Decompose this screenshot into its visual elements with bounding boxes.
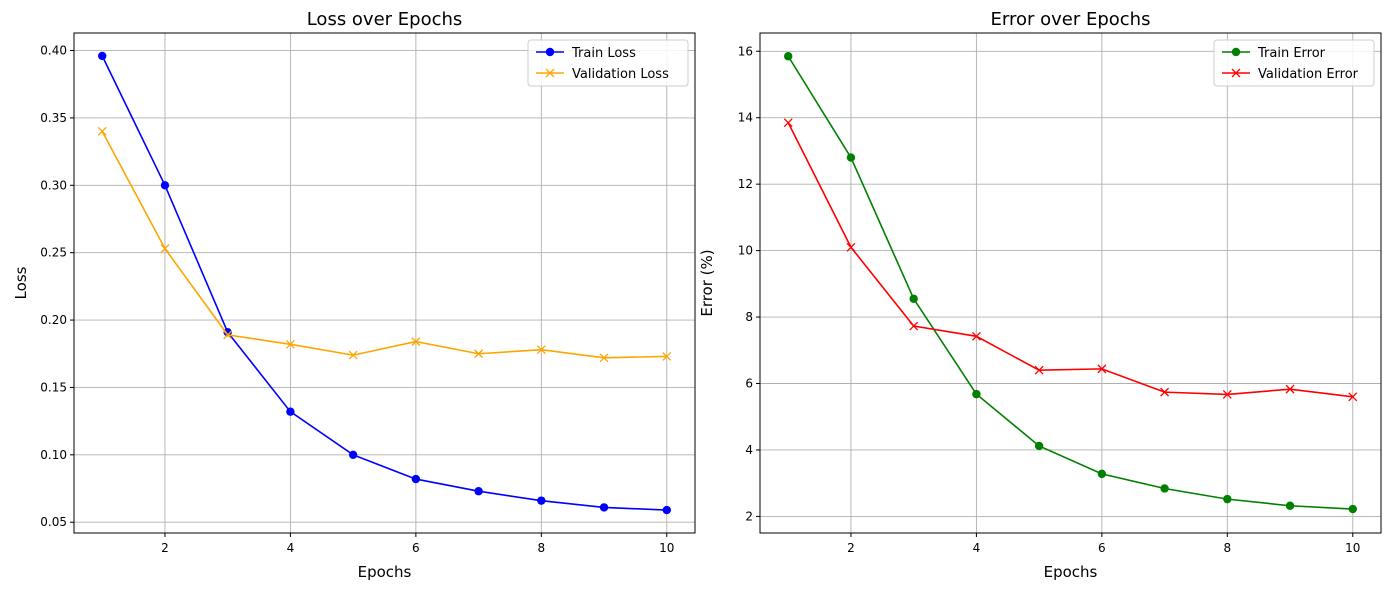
data-point <box>1097 364 1107 374</box>
x-axis-label: Epochs <box>1044 563 1098 581</box>
plot-frame <box>759 32 1382 534</box>
data-point <box>474 349 484 359</box>
series-line-1 <box>101 55 667 511</box>
y-tick-label: 0.25 <box>40 246 67 260</box>
y-axis-label: Error (%) <box>698 249 716 316</box>
legend-swatch-marker <box>545 47 555 57</box>
y-tick-label: 0.15 <box>40 380 67 394</box>
legend-swatch-marker <box>1231 47 1241 57</box>
x-tick-label: 10 <box>659 541 674 555</box>
series-line-2 <box>101 131 667 359</box>
legend-swatch-marker <box>1231 68 1241 78</box>
x-tick-label: 8 <box>537 541 545 555</box>
y-tick-label: 2 <box>745 509 753 523</box>
y-tick-label: 0.10 <box>40 448 67 462</box>
data-point <box>160 244 170 254</box>
data-point <box>536 345 546 355</box>
chart-title: Loss over Epochs <box>307 9 463 30</box>
chart-title: Error over Epochs <box>991 9 1151 30</box>
plot-area <box>74 33 695 533</box>
data-point <box>599 503 609 512</box>
y-axis-label: Loss <box>12 266 30 299</box>
data-point <box>1285 384 1295 394</box>
y-tick-label: 0.20 <box>40 313 67 327</box>
data-point <box>1222 390 1232 399</box>
x-tick-label: 10 <box>1345 541 1360 555</box>
y-tick-label: 0.05 <box>40 515 67 529</box>
data-point <box>971 331 981 341</box>
y-tick-label: 8 <box>745 310 753 324</box>
x-tick-label: 4 <box>287 541 295 555</box>
y-tick-label: 10 <box>738 244 753 258</box>
y-tick-label: 12 <box>738 177 753 191</box>
data-point <box>1223 494 1232 504</box>
data-point <box>1097 469 1107 479</box>
data-point <box>846 242 856 252</box>
data-point <box>1160 484 1169 493</box>
data-point <box>1034 365 1044 375</box>
legend-box <box>527 39 689 87</box>
x-tick-label: 2 <box>161 541 169 555</box>
loss-chart: 2 4 6 8 10 0.05 0.10 0.15 0.20 0.25 0.30 0.35 0.40 Lo… <box>12 9 696 581</box>
legend-box <box>1213 39 1375 87</box>
y-tick-label: 6 <box>745 376 753 390</box>
y-tick-label: 4 <box>745 443 753 457</box>
data-point <box>846 153 856 162</box>
x-tick-label: 6 <box>412 541 420 555</box>
data-point <box>784 52 793 61</box>
data-point <box>972 389 981 399</box>
x-tick-label: 6 <box>1098 541 1106 555</box>
data-point <box>223 330 233 340</box>
data-point <box>411 337 421 347</box>
x-tick-label: 8 <box>1223 541 1231 555</box>
x-tick-label: 4 <box>973 541 981 555</box>
plot-frame <box>73 32 696 534</box>
data-point <box>909 321 919 331</box>
data-point <box>662 505 671 515</box>
series-line-2 <box>787 122 1353 398</box>
legend-swatch-marker <box>545 68 555 78</box>
data-point <box>1034 441 1044 451</box>
data-point <box>411 474 421 484</box>
y-tick-label: 0.30 <box>40 178 67 192</box>
plot-area <box>760 33 1381 533</box>
data-point <box>348 350 358 360</box>
data-point <box>537 496 546 505</box>
data-point <box>223 327 232 337</box>
legend-label: Validation Loss <box>572 67 669 82</box>
data-point <box>1348 392 1358 402</box>
data-point <box>1348 504 1357 514</box>
series-line-1 <box>787 55 1353 510</box>
data-point <box>285 339 295 349</box>
data-point <box>98 51 107 61</box>
data-point <box>662 351 672 361</box>
y-tick-label: 0.35 <box>40 111 67 125</box>
error-chart: 2 4 6 8 10 2 4 6 8 10 12 14 16 Error over Epochs Epoch… <box>698 9 1382 581</box>
data-point <box>286 407 295 416</box>
y-tick-label: 0.40 <box>40 44 67 58</box>
legend-label: Train Loss <box>571 46 636 61</box>
data-point <box>909 294 918 303</box>
y-tick-label: 14 <box>738 111 753 125</box>
y-tick-label: 16 <box>738 44 753 58</box>
x-tick-label: 2 <box>847 541 855 555</box>
data-point <box>1285 501 1295 510</box>
data-point <box>599 353 609 363</box>
data-point <box>97 126 107 136</box>
data-point <box>783 118 793 128</box>
legend-label: Validation Error <box>1258 67 1359 82</box>
data-point <box>348 450 358 460</box>
data-point <box>160 181 170 190</box>
data-point <box>474 487 483 496</box>
legend-label: Train Error <box>1257 46 1326 61</box>
x-axis-label: Epochs <box>358 563 412 581</box>
data-point <box>1160 387 1170 397</box>
